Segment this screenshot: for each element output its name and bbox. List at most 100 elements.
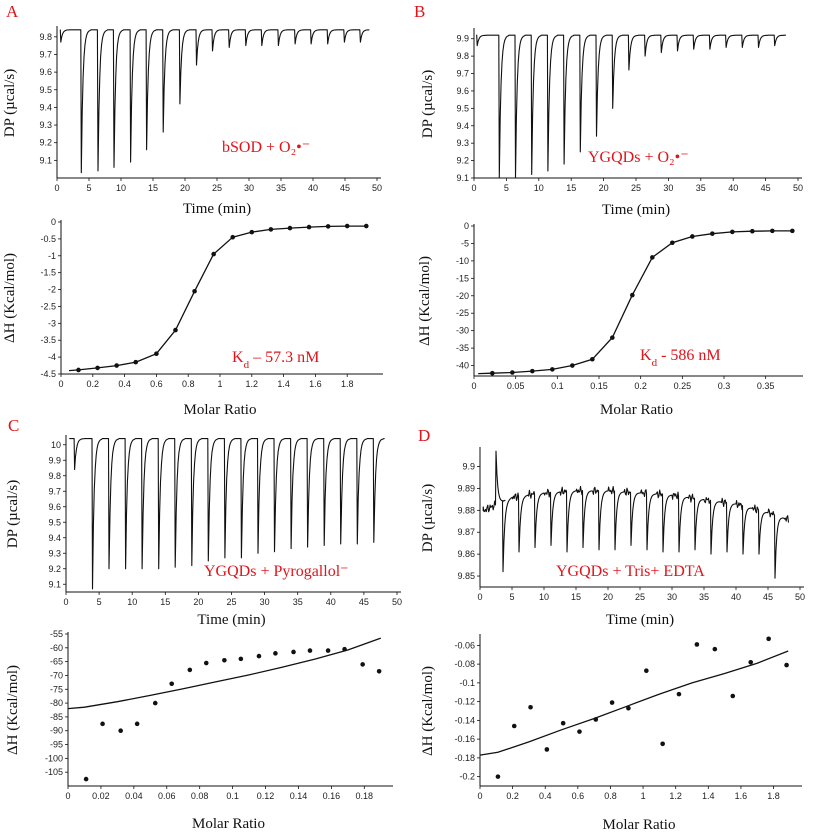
y-tick-label: -80 <box>50 698 63 708</box>
data-point <box>256 653 262 659</box>
annotation-label: YGQDs + O₂•⁻ <box>588 149 689 166</box>
fit-curve <box>68 225 367 372</box>
y-axis-label: DP (µcal/s) <box>2 69 18 138</box>
x-tick-label: 20 <box>603 592 613 602</box>
y-tick-label: 9.4 <box>456 121 469 131</box>
y-tick-label: 9.7 <box>456 69 469 79</box>
x-tick-label: 1.2 <box>669 791 682 801</box>
x-tick-label: 35 <box>699 592 709 602</box>
annotation-label: YGQDs + Tris+ EDTA <box>556 563 705 580</box>
x-tick-label: 0.1 <box>551 381 564 391</box>
y-tick-label: -100 <box>45 753 63 763</box>
x-tick-label: 25 <box>226 597 236 607</box>
data-point <box>511 723 517 729</box>
x-tick-label: 30 <box>667 592 677 602</box>
y-tick-label: -90 <box>50 726 63 736</box>
data-point <box>133 359 139 365</box>
data-point <box>577 729 582 734</box>
x-tick-label: 50 <box>795 592 805 602</box>
data-point <box>670 240 675 246</box>
y-tick-label: 10 <box>51 440 61 450</box>
x-tick-label: 5 <box>509 592 514 602</box>
x-tick-label: 1.2 <box>246 379 259 389</box>
x-tick-label: 40 <box>728 183 738 193</box>
data-point <box>784 662 789 668</box>
y-tick-label: -20 <box>456 291 469 301</box>
x-tick-label: 25 <box>631 183 641 193</box>
x-axis-label: Time (min) <box>183 201 251 217</box>
x-tick-label: 0.8 <box>182 379 195 389</box>
data-point <box>306 224 312 230</box>
y-tick-label: -3.5 <box>40 335 56 345</box>
y-tick-label: 9.85 <box>457 571 475 581</box>
data-point <box>154 351 159 357</box>
fit-curve <box>67 637 382 710</box>
data-point <box>495 774 501 779</box>
thermogram-trace <box>476 34 786 179</box>
x-tick-label: 45 <box>761 183 771 193</box>
y-tick-label: 9.4 <box>39 102 52 112</box>
y-axis-label: ΔH (Kcal/mol) <box>2 253 18 343</box>
x-tick-label: 40 <box>326 597 336 607</box>
y-tick-label: -1.5 <box>40 268 56 278</box>
y-axis-label: ΔH (Kcal/mol) <box>5 665 21 755</box>
x-tick-label: 5 <box>504 183 509 193</box>
x-tick-label: 0.2 <box>506 791 519 801</box>
x-tick-label: 20 <box>193 597 203 607</box>
annotation-label: bSOD + O₂•⁻ <box>222 139 310 156</box>
y-tick-label: 9.6 <box>456 86 469 96</box>
x-tick-label: 40 <box>308 183 318 193</box>
x-tick-label: 45 <box>340 183 350 193</box>
x-axis-label: Molar Ratio <box>192 816 265 832</box>
thermogram-trace <box>69 438 385 590</box>
data-point <box>344 223 350 229</box>
x-tick-label: 1.6 <box>735 791 748 801</box>
data-point <box>134 721 140 727</box>
x-tick-label: 0.14 <box>290 791 308 801</box>
x-tick-label: 45 <box>359 597 369 607</box>
x-tick-label: 0.4 <box>539 791 552 801</box>
y-axis-label: ΔH (Kcal/mol) <box>417 256 433 346</box>
y-tick-label: 9.9 <box>462 462 475 472</box>
data-point <box>273 651 278 656</box>
y-tick-label: -10 <box>456 256 469 266</box>
data-point <box>363 223 369 229</box>
y-tick-label: -0.2 <box>459 772 475 782</box>
y-tick-label: 9.5 <box>456 103 469 113</box>
y-tick-label: -60 <box>50 643 63 653</box>
panel-label-b: B <box>414 2 425 21</box>
data-point <box>268 227 274 232</box>
chart-C-bottom: 0 0.02 0.04 0.06 0.08 0.1 0.12 0.14 0.16 0.18 -55 -… <box>5 629 393 832</box>
chart-B-top: 0 5 10 15 20 25 30 35 40 45 50 9.1 9.2 9.3 9.4 9.5 9.6 9.… <box>420 28 803 218</box>
data-point <box>291 649 296 655</box>
x-tick-label: 0.05 <box>507 381 525 391</box>
y-tick-label: -70 <box>50 670 63 680</box>
x-tick-label: 15 <box>160 597 170 607</box>
data-point <box>192 288 197 294</box>
data-point <box>544 747 550 752</box>
data-point <box>560 720 566 726</box>
y-tick-label: 9.3 <box>39 120 52 130</box>
x-tick-label: 0.6 <box>150 379 163 389</box>
y-tick-label: -15 <box>456 273 469 283</box>
x-tick-label: 20 <box>180 183 190 193</box>
data-point <box>528 704 533 710</box>
x-tick-label: 15 <box>571 592 581 602</box>
data-point <box>590 356 595 362</box>
y-tick-label: 9.1 <box>48 579 61 589</box>
x-tick-label: 1 <box>641 791 646 801</box>
x-tick-label: 0.04 <box>125 791 143 801</box>
x-tick-label: 1.8 <box>341 379 354 389</box>
y-tick-label: -0.18 <box>454 753 475 763</box>
x-tick-label: 0.08 <box>191 791 209 801</box>
x-tick-label: 20 <box>599 183 609 193</box>
data-point <box>95 365 100 371</box>
y-tick-label: 9.87 <box>457 527 475 537</box>
x-axis-label: Time (min) <box>602 202 670 218</box>
fit-curve <box>478 230 793 375</box>
x-tick-label: 10 <box>534 183 544 193</box>
data-point <box>307 648 313 653</box>
data-point <box>325 224 331 229</box>
y-tick-label: 9.86 <box>457 549 475 559</box>
y-axis-label: ΔH (Kcal/mol) <box>420 666 436 756</box>
